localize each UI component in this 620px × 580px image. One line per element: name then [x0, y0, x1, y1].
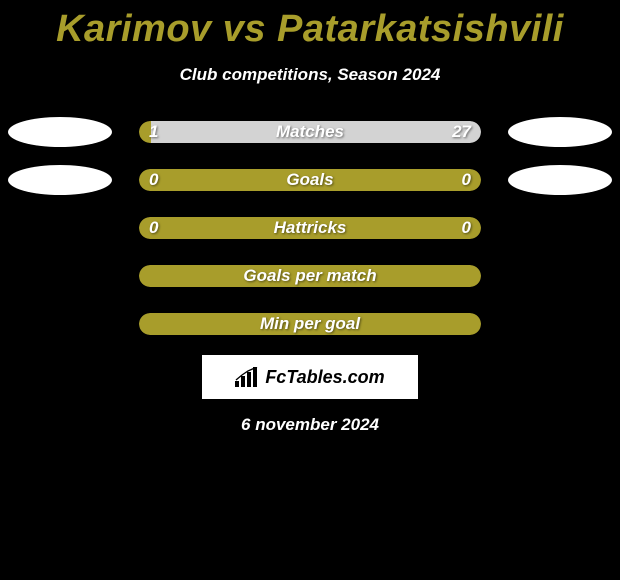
stat-row: Min per goal	[0, 311, 620, 337]
stat-row: Goals per match	[0, 263, 620, 289]
stat-row: 00Hattricks	[0, 215, 620, 241]
fctables-badge: FcTables.com	[202, 355, 418, 399]
stat-bar: Min per goal	[139, 313, 481, 335]
stat-row: 127Matches	[0, 119, 620, 145]
stat-bar: 00Goals	[139, 169, 481, 191]
stat-label: Goals	[139, 169, 481, 191]
stat-bar: Goals per match	[139, 265, 481, 287]
player-left-marker	[8, 165, 112, 195]
stat-label: Matches	[139, 121, 481, 143]
footer-date: 6 november 2024	[0, 415, 620, 435]
page-title: Karimov vs Patarkatsishvili	[0, 0, 620, 51]
player-left-marker	[8, 117, 112, 147]
stat-label: Goals per match	[139, 265, 481, 287]
fctables-label: FcTables.com	[265, 367, 384, 388]
bar-chart-icon	[235, 367, 259, 387]
stat-bar: 00Hattricks	[139, 217, 481, 239]
player-right-marker	[508, 165, 612, 195]
stat-label: Hattricks	[139, 217, 481, 239]
stat-row: 00Goals	[0, 167, 620, 193]
page-subtitle: Club competitions, Season 2024	[0, 65, 620, 85]
comparison-rows: 127Matches 00Goals 00Hattricks Goals per ma…	[0, 119, 620, 337]
player-right-marker	[508, 117, 612, 147]
stat-label: Min per goal	[139, 313, 481, 335]
stat-bar: 127Matches	[139, 121, 481, 143]
